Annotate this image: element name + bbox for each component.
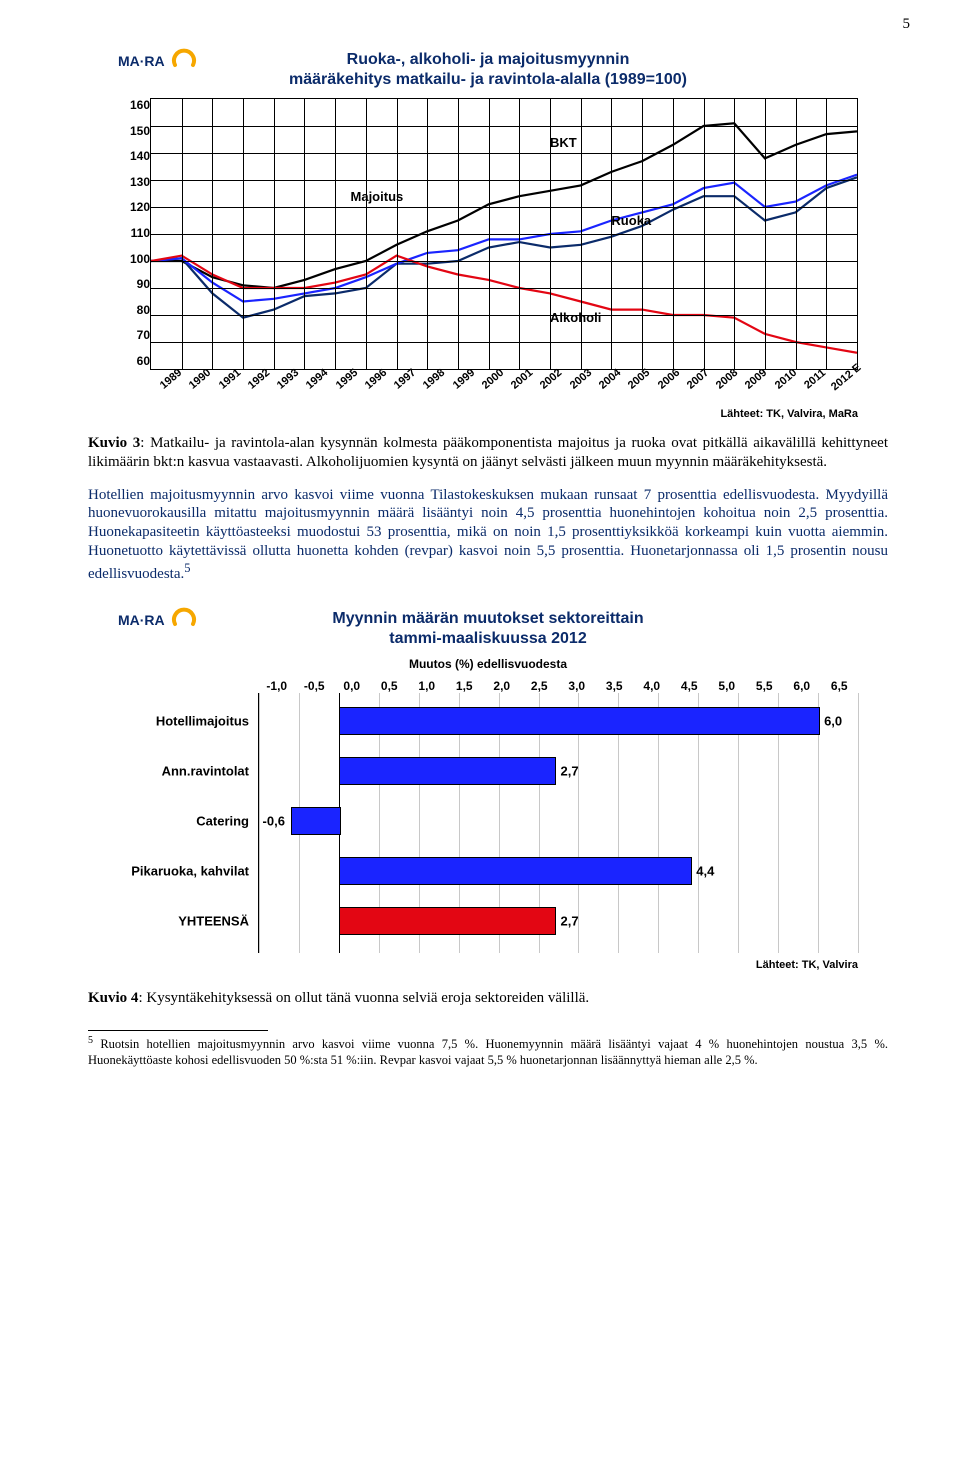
- caption-kuvio3-lead: Kuvio 3: [88, 435, 140, 451]
- caption-kuvio3-text: Matkailu- ja ravintola-alan kysynnän kol…: [88, 435, 888, 470]
- chart1-plot: BKTMajoitusRuokaAlkoholi: [150, 98, 858, 370]
- footnote-rule: [88, 1030, 268, 1031]
- caption-kuvio4-lead: Kuvio 4: [88, 990, 138, 1006]
- page-number: 5: [903, 16, 911, 33]
- chart1-title: Ruoka-, alkoholi- ja majoitusmyynninmäär…: [118, 50, 858, 90]
- caption-kuvio4-text: Kysyntäkehityksessä on ollut tänä vuonna…: [146, 990, 589, 1006]
- footnote-marker: 5: [88, 1035, 93, 1046]
- chart2-title: Myynnin määrän muutokset sektoreittainta…: [118, 609, 858, 649]
- brand-ring-icon: [171, 48, 197, 74]
- chart2-x-axis: -1,0-0,50,00,51,01,52,02,53,03,54,04,55,…: [258, 679, 858, 693]
- chart1-x-axis: 1989199019911992199319941995199619971998…: [150, 370, 858, 402]
- chart1-y-axis: 16015014013012011010090807060: [118, 98, 150, 368]
- chart2-plot: Hotellimajoitus6,0Ann.ravintolat2,7Cater…: [258, 693, 858, 953]
- brand-text: MA·RA: [118, 53, 165, 69]
- chart2-container: MA·RA Myynnin määrän muutokset sektoreit…: [118, 607, 858, 971]
- chart1-container: MA·RA Ruoka-, alkoholi- ja majoitusmyynn…: [118, 48, 858, 420]
- chart2-subtitle: Muutos (%) edellisvuodesta: [118, 657, 858, 671]
- caption-kuvio3: Kuvio 3: Matkailu- ja ravintola-alan kys…: [88, 434, 888, 472]
- caption-kuvio4: Kuvio 4: Kysyntäkehityksessä on ollut tä…: [88, 989, 888, 1008]
- chart2-source: Lähteet: TK, Valvira: [118, 959, 858, 971]
- footnote-ref: 5: [184, 561, 190, 575]
- brand-ring-icon-2: [171, 607, 197, 633]
- body-paragraph-text: Hotellien majoitusmyynnin arvo kasvoi vi…: [88, 487, 888, 582]
- brand-text-2: MA·RA: [118, 612, 165, 628]
- footnote-text: Ruotsin hotellien majoitusmyynnin arvo k…: [88, 1037, 888, 1067]
- footnote: 5 Ruotsin hotellien majoitusmyynnin arvo…: [88, 1035, 888, 1068]
- body-paragraph: Hotellien majoitusmyynnin arvo kasvoi vi…: [88, 486, 888, 584]
- chart1-source: Lähteet: TK, Valvira, MaRa: [118, 408, 858, 420]
